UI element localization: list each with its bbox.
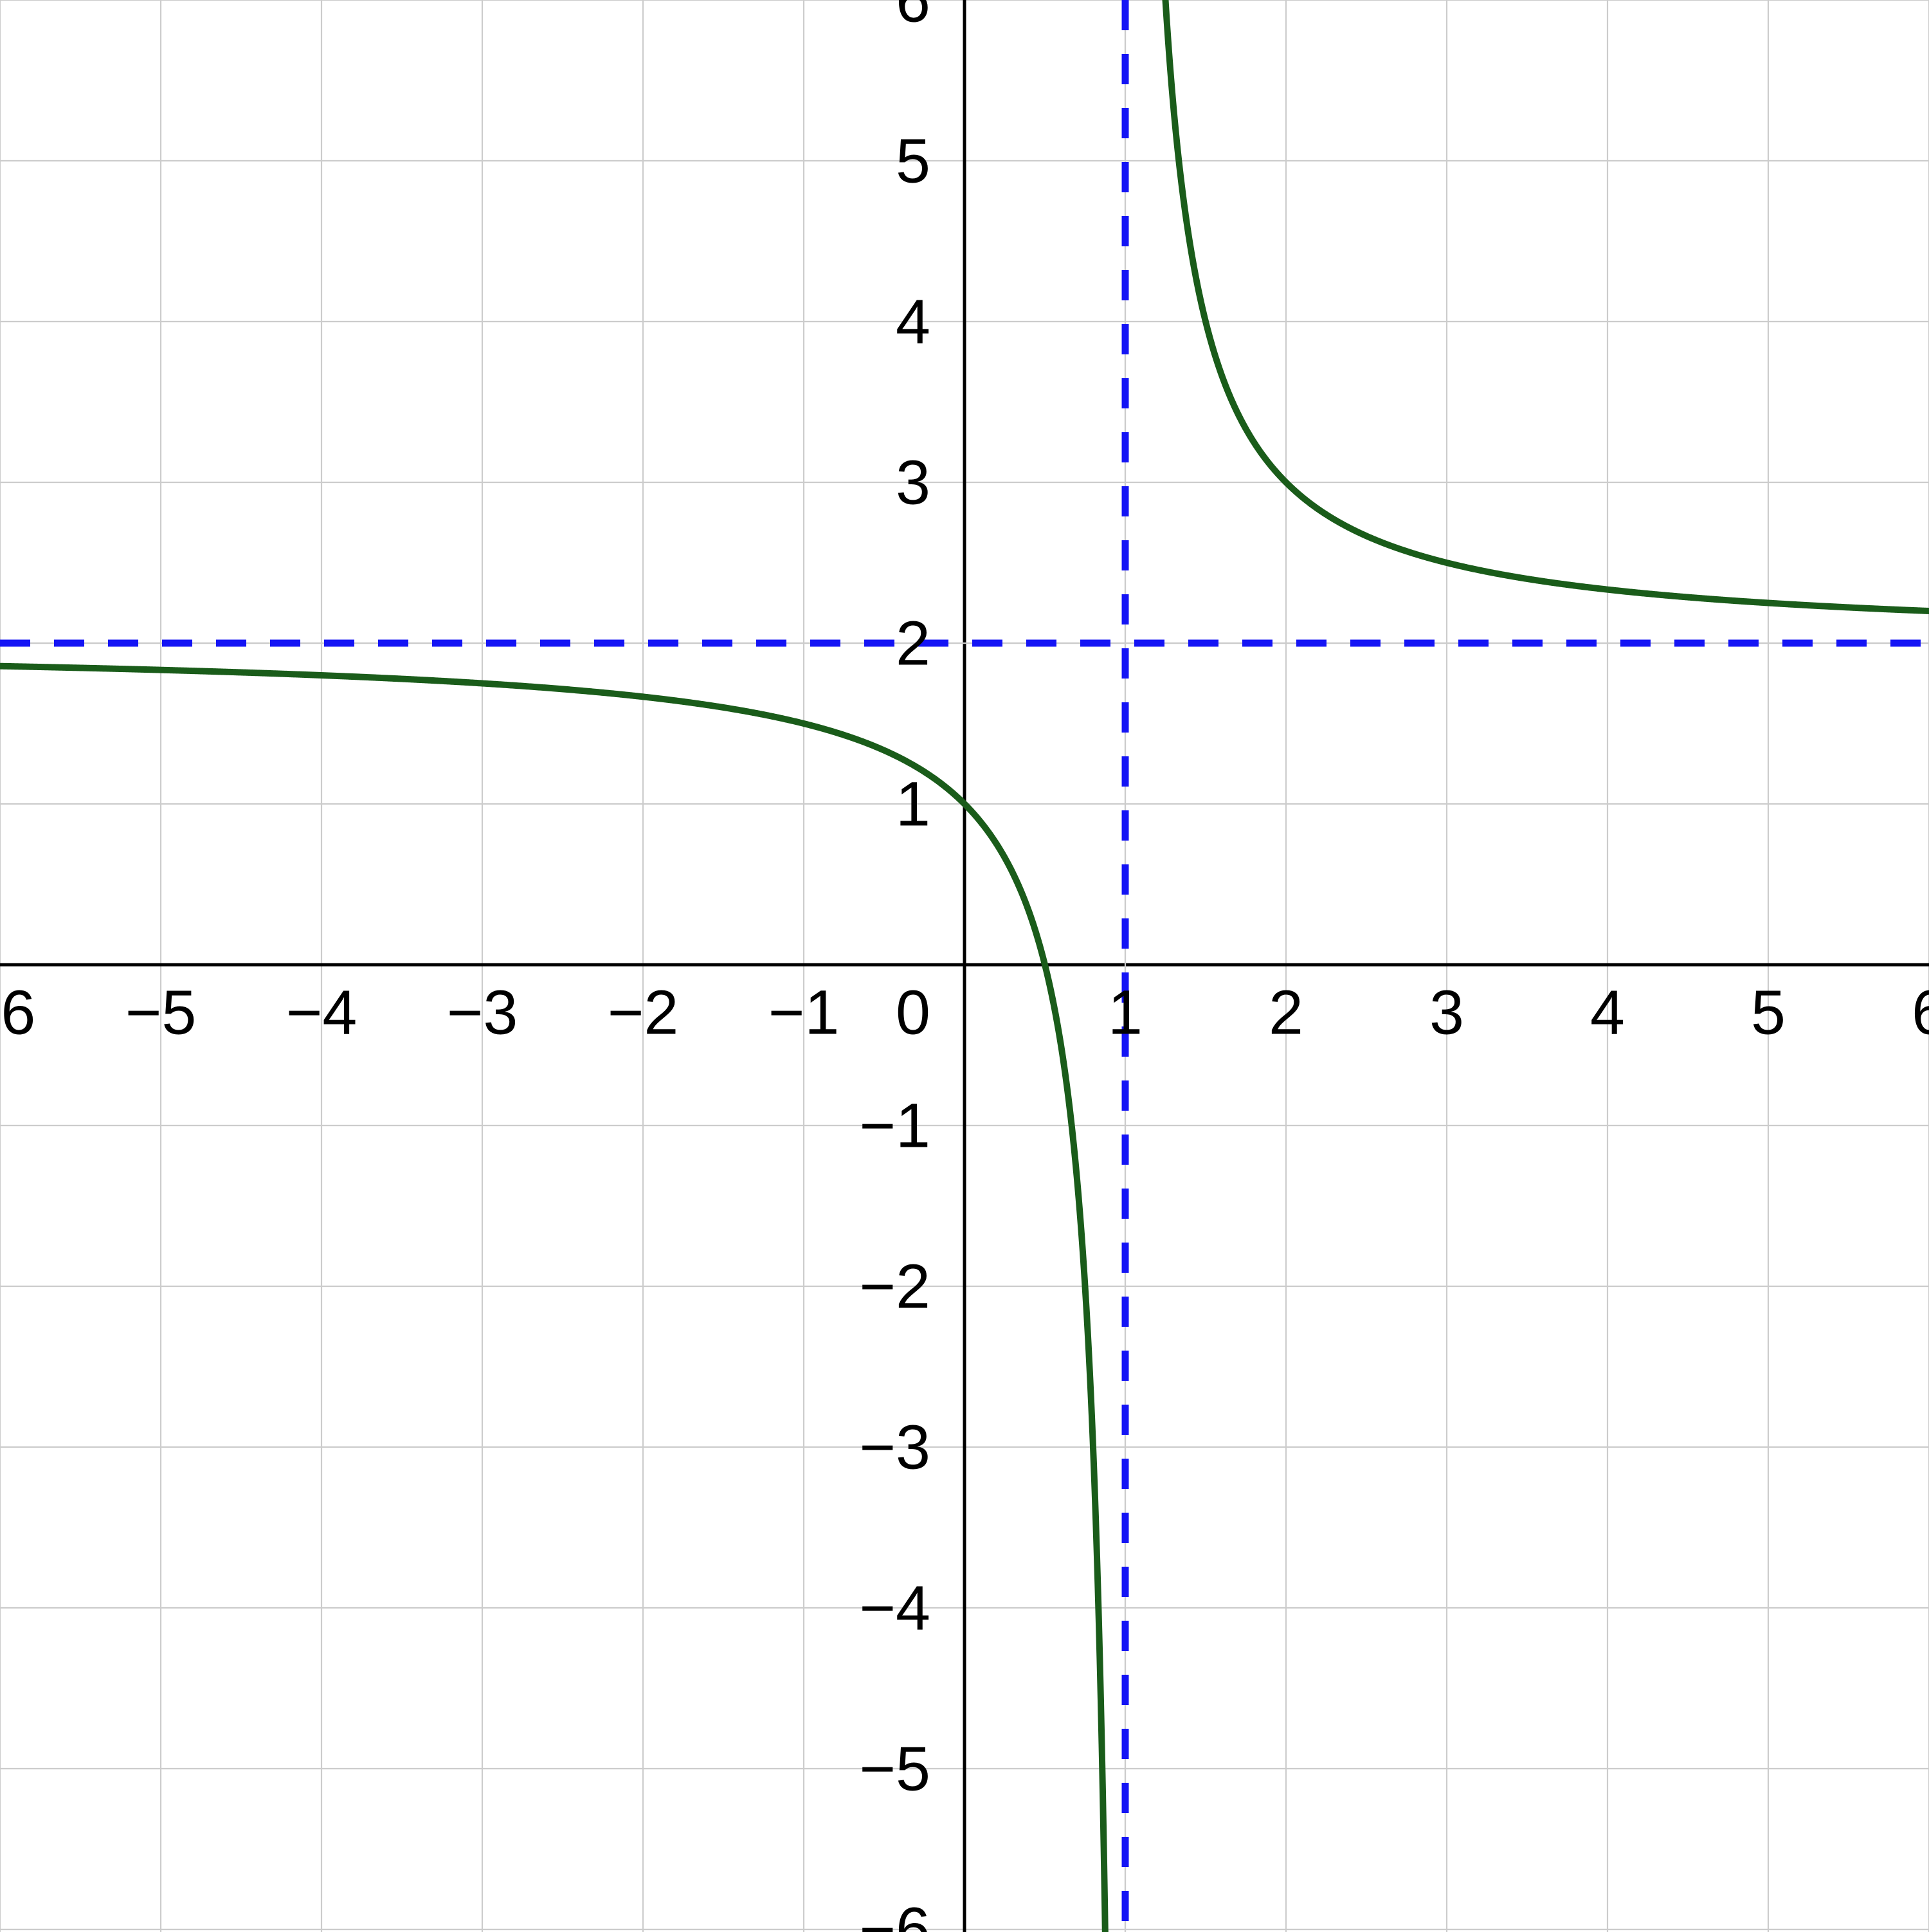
svg-text:−3: −3 (859, 1412, 930, 1482)
svg-text:−2: −2 (859, 1251, 930, 1321)
svg-text:−2: −2 (608, 978, 679, 1048)
svg-text:6: 6 (896, 0, 930, 35)
svg-text:0: 0 (896, 978, 930, 1048)
svg-text:−3: −3 (447, 978, 518, 1048)
svg-text:−5: −5 (859, 1733, 930, 1803)
svg-text:6: 6 (1912, 978, 1929, 1048)
svg-text:−1: −1 (768, 978, 840, 1048)
svg-text:3: 3 (1429, 978, 1464, 1048)
svg-text:−5: −5 (125, 978, 197, 1048)
svg-text:−4: −4 (859, 1572, 930, 1643)
svg-text:5: 5 (1751, 978, 1786, 1048)
svg-text:−1: −1 (859, 1090, 930, 1160)
svg-text:2: 2 (896, 608, 930, 678)
svg-text:−4: −4 (286, 978, 358, 1048)
svg-text:1: 1 (896, 769, 930, 839)
svg-text:−6: −6 (859, 1894, 930, 1932)
svg-text:2: 2 (1269, 978, 1303, 1048)
svg-text:1: 1 (1108, 978, 1143, 1048)
svg-text:4: 4 (896, 286, 930, 356)
svg-text:5: 5 (896, 125, 930, 196)
svg-text:−6: −6 (0, 978, 35, 1048)
svg-text:3: 3 (896, 447, 930, 517)
svg-text:4: 4 (1590, 978, 1625, 1048)
